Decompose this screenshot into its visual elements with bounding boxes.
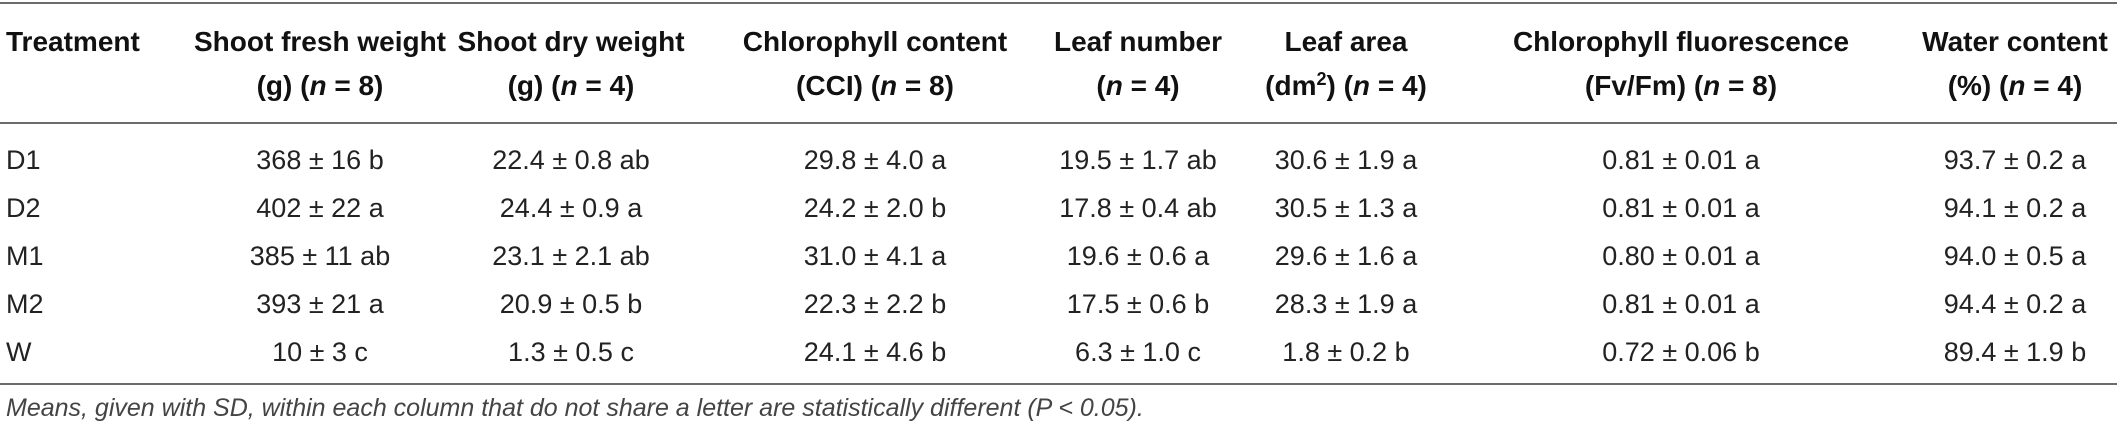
header-shoot-fresh-weight: Shoot fresh weight (g) (n = 8) (194, 26, 446, 101)
cell-chlorophyll-fluorescence: 0.80 ± 0.01 a (1602, 241, 1760, 271)
cell-treatment: M2 (6, 289, 44, 319)
header-chlorophyll-content: Chlorophyll content (CCI) (n = 8) (742, 26, 1008, 101)
cell-shoot-dry-weight: 22.4 ± 0.8 ab (492, 145, 650, 175)
table-row: D2 402 ± 22 a 24.4 ± 0.9 a 24.2 ± 2.0 b … (0, 184, 2117, 232)
cell-leaf-number: 17.8 ± 0.4 ab (1059, 193, 1217, 223)
cell-chlorophyll-fluorescence: 0.81 ± 0.01 a (1602, 289, 1760, 319)
table-bottom-rule (0, 383, 2117, 385)
header-leaf-area: Leaf area (dm2) (n = 4) (1265, 26, 1427, 101)
table-row: W 10 ± 3 c 1.3 ± 0.5 c 24.1 ± 4.6 b 6.3 … (0, 328, 2117, 376)
cell-leaf-number: 17.5 ± 0.6 b (1066, 289, 1210, 319)
header-water-content: Water content (%) (n = 4) (1922, 26, 2108, 101)
cell-shoot-dry-weight: 24.4 ± 0.9 a (499, 193, 643, 223)
cell-treatment: D2 (6, 193, 41, 223)
cell-water-content: 94.1 ± 0.2 a (1943, 193, 2087, 223)
cell-chlorophyll-fluorescence: 0.81 ± 0.01 a (1602, 145, 1760, 175)
cell-chlorophyll-content: 22.3 ± 2.2 b (803, 289, 947, 319)
cell-leaf-area: 30.5 ± 1.3 a (1274, 193, 1418, 223)
cell-chlorophyll-fluorescence: 0.72 ± 0.06 b (1602, 337, 1760, 367)
table-header: Treatment Shoot fresh weight (g) (n = 8)… (0, 20, 2117, 116)
cell-leaf-number: 19.5 ± 1.7 ab (1059, 145, 1217, 175)
cell-water-content: 89.4 ± 1.9 b (1943, 337, 2087, 367)
cell-shoot-fresh-weight: 393 ± 21 a (256, 289, 384, 319)
cell-leaf-area: 1.8 ± 0.2 b (1282, 337, 1410, 367)
table-row: M1 385 ± 11 ab 23.1 ± 2.1 ab 31.0 ± 4.1 … (0, 232, 2117, 280)
cell-water-content: 94.4 ± 0.2 a (1943, 289, 2087, 319)
cell-leaf-number: 6.3 ± 1.0 c (1075, 337, 1201, 367)
table-row: D1 368 ± 16 b 22.4 ± 0.8 ab 29.8 ± 4.0 a… (0, 136, 2117, 184)
cell-shoot-fresh-weight: 402 ± 22 a (256, 193, 384, 223)
header-chlorophyll-fluorescence: Chlorophyll fluorescence (Fv/Fm) (n = 8) (1512, 26, 1850, 101)
cell-leaf-area: 29.6 ± 1.6 a (1274, 241, 1418, 271)
table-row: M2 393 ± 21 a 20.9 ± 0.5 b 22.3 ± 2.2 b … (0, 280, 2117, 328)
cell-leaf-area: 28.3 ± 1.9 a (1274, 289, 1418, 319)
cell-shoot-dry-weight: 23.1 ± 2.1 ab (492, 241, 650, 271)
cell-shoot-fresh-weight: 10 ± 3 c (272, 337, 368, 367)
cell-shoot-dry-weight: 1.3 ± 0.5 c (508, 337, 634, 367)
cell-treatment: D1 (6, 145, 41, 175)
header-leaf-number: Leaf number (n = 4) (1053, 26, 1223, 101)
cell-shoot-fresh-weight: 368 ± 16 b (256, 145, 384, 175)
cell-leaf-area: 30.6 ± 1.9 a (1274, 145, 1418, 175)
cell-chlorophyll-content: 31.0 ± 4.1 a (803, 241, 947, 271)
cell-shoot-fresh-weight: 385 ± 11 ab (249, 241, 391, 271)
cell-chlorophyll-content: 24.1 ± 4.6 b (803, 337, 947, 367)
cell-treatment: M1 (6, 241, 44, 271)
header-treatment: Treatment (6, 26, 140, 57)
header-shoot-dry-weight: Shoot dry weight (g) (n = 4) (457, 26, 685, 101)
cell-chlorophyll-fluorescence: 0.81 ± 0.01 a (1602, 193, 1760, 223)
cell-leaf-number: 19.6 ± 0.6 a (1066, 241, 1210, 271)
cell-treatment: W (6, 337, 32, 367)
cell-shoot-dry-weight: 20.9 ± 0.5 b (499, 289, 643, 319)
table-footnote: Means, given with SD, within each column… (6, 394, 1144, 422)
cell-water-content: 94.0 ± 0.5 a (1943, 241, 2087, 271)
cell-chlorophyll-content: 24.2 ± 2.0 b (803, 193, 947, 223)
table-header-rule (0, 122, 2117, 124)
cell-water-content: 93.7 ± 0.2 a (1943, 145, 2087, 175)
cell-chlorophyll-content: 29.8 ± 4.0 a (803, 145, 947, 175)
table-top-rule (0, 2, 2117, 4)
